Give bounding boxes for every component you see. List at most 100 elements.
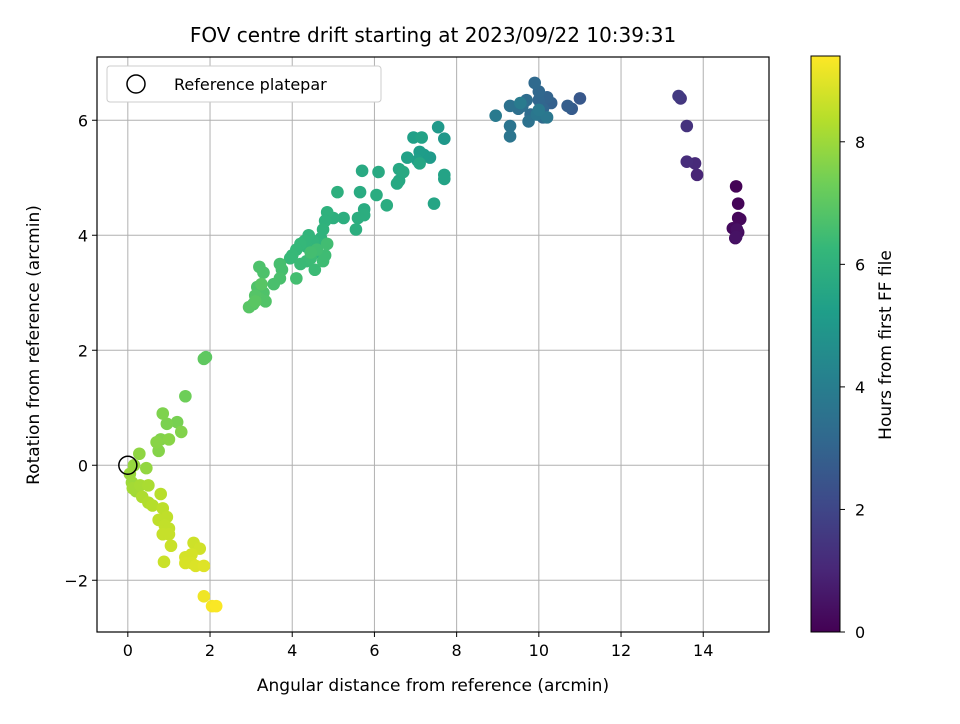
legend-marker — [126, 74, 146, 94]
data-point — [290, 272, 303, 285]
data-point — [380, 199, 394, 212]
y-axis-ticks: −2 0 2 4 6 — [64, 111, 97, 590]
data-point — [353, 185, 367, 199]
data-point — [680, 119, 694, 133]
data-point — [209, 599, 223, 613]
data-point — [680, 155, 694, 168]
legend-label: Reference platepar — [174, 75, 327, 94]
plot-area — [96, 56, 770, 633]
colorbar-tick-label: 6 — [855, 255, 865, 274]
data-point — [372, 165, 385, 179]
data-point — [390, 177, 404, 190]
data-point — [561, 99, 574, 113]
y-tick-label: 0 — [78, 456, 88, 475]
data-point — [733, 212, 747, 226]
colorbar-tick-label: 8 — [855, 133, 865, 152]
grid — [97, 57, 769, 632]
data-point — [413, 157, 426, 170]
x-tick-label: 12 — [611, 641, 631, 660]
x-tick-label: 14 — [693, 641, 713, 660]
data-point — [197, 590, 211, 603]
data-point — [164, 539, 178, 553]
data-point — [308, 263, 322, 277]
colorbar-tick-label: 0 — [855, 623, 865, 642]
data-point — [320, 237, 334, 251]
data-point — [304, 246, 318, 259]
colorbar-tick-label: 2 — [855, 500, 865, 519]
data-point — [729, 180, 743, 193]
data-point — [690, 168, 704, 182]
data-point — [731, 197, 745, 210]
data-point — [351, 211, 365, 225]
data-point — [174, 425, 188, 439]
data-point — [415, 131, 429, 144]
data-point — [253, 260, 266, 274]
x-tick-label: 6 — [369, 641, 379, 660]
data-point — [170, 415, 184, 429]
data-point — [255, 277, 268, 291]
data-point — [573, 92, 587, 105]
data-point — [672, 89, 685, 103]
data-point — [528, 76, 542, 90]
data-point — [154, 487, 168, 501]
data-point — [162, 527, 176, 541]
y-tick-label: −2 — [64, 571, 88, 590]
data-point — [133, 447, 146, 461]
data-point — [179, 389, 192, 403]
data-point — [197, 352, 211, 366]
data-point — [729, 230, 743, 244]
colorbar-gradient — [810, 55, 841, 633]
data-point — [431, 120, 445, 134]
data-point — [514, 96, 527, 110]
reference-platepar-marker — [118, 455, 138, 475]
data-point — [532, 93, 546, 107]
x-tick-label: 4 — [287, 641, 297, 660]
data-point — [355, 164, 369, 178]
data-point — [532, 103, 546, 117]
legend: Reference platepar — [106, 65, 382, 103]
data-points — [123, 76, 747, 613]
data-point — [267, 277, 281, 291]
chart-title: FOV centre drift starting at 2023/09/22 … — [190, 23, 676, 47]
data-point — [503, 119, 517, 133]
data-point — [142, 479, 155, 492]
data-point — [503, 130, 517, 143]
data-point — [396, 165, 410, 179]
data-point — [522, 115, 535, 128]
data-point — [540, 111, 554, 124]
data-point — [162, 433, 176, 446]
colorbar-tick-label: 4 — [855, 378, 865, 397]
data-point — [146, 499, 159, 512]
data-point — [197, 559, 211, 573]
y-axis-label: Rotation from reference (arcmin) — [24, 205, 44, 485]
data-point — [150, 435, 163, 449]
y-tick-label: 6 — [78, 111, 88, 130]
data-point — [248, 295, 262, 308]
y-tick-label: 2 — [78, 341, 88, 360]
data-point — [160, 417, 174, 431]
data-point — [489, 109, 502, 122]
data-point — [438, 132, 451, 145]
legend-box — [106, 65, 382, 103]
colorbar: 0 2 4 6 8 Hours from first FF file — [810, 55, 896, 642]
data-point — [349, 223, 363, 236]
colorbar-ticks: 0 2 4 6 8 — [840, 133, 865, 642]
data-point — [156, 407, 170, 420]
x-axis-ticks: 0 2 4 6 8 10 12 14 — [123, 632, 713, 660]
data-point — [157, 555, 171, 569]
x-tick-label: 10 — [529, 641, 549, 660]
data-point — [337, 211, 350, 225]
data-point — [140, 461, 153, 475]
data-point — [370, 188, 383, 202]
x-tick-label: 8 — [452, 641, 462, 660]
data-point — [401, 151, 414, 164]
data-point — [438, 172, 451, 186]
y-tick-label: 4 — [78, 226, 88, 245]
plot-frame — [96, 56, 770, 633]
x-tick-label: 2 — [205, 641, 215, 660]
x-axis-label: Angular distance from reference (arcmin) — [257, 676, 609, 696]
x-tick-label: 0 — [123, 641, 133, 660]
data-point — [427, 197, 441, 210]
